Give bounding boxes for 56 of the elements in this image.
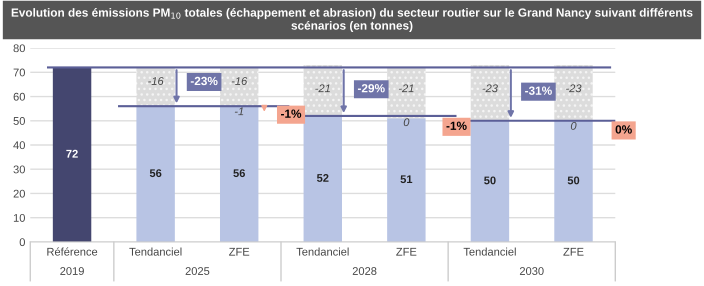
y-tick-label: 30 [13, 166, 25, 174]
bar [220, 106, 258, 242]
annotation: 0 [404, 118, 410, 126]
x-tick-label: Référence [47, 247, 98, 256]
bar [220, 67, 258, 106]
y-tick-label: 70 [14, 68, 25, 76]
annotation: -21 [315, 84, 330, 92]
annotation: -23 [482, 84, 498, 92]
x-tick-label: Tendanciel [129, 248, 182, 256]
annotation: -21 [398, 84, 414, 92]
x-tick-label: ZFE [396, 248, 416, 256]
x-tick-label: Tendanciel [464, 248, 516, 256]
bar [554, 65, 593, 121]
annotation: -1% [446, 122, 467, 130]
text: 2030 [520, 267, 544, 275]
x-tick-label: ZFE [229, 248, 250, 256]
y-tick-label: 80 [14, 44, 25, 52]
bar [387, 118, 426, 242]
y-tick-label: 0 [20, 238, 25, 246]
annotation: 0 [570, 122, 577, 130]
annotation: -16 [148, 77, 164, 85]
y-tick-label: 20 [14, 190, 25, 198]
bar [136, 67, 175, 106]
annotation: -23 [566, 84, 582, 92]
x-tick-label: ZFE [563, 248, 584, 256]
annotation: -23% [190, 76, 218, 86]
x-tick-label: Tendanciel [296, 248, 349, 256]
data-label: 52 [316, 174, 329, 182]
data-label: 56 [233, 169, 245, 178]
data-label: 50 [568, 176, 580, 184]
annotation: -1 [234, 108, 244, 116]
text: 2025 [186, 267, 210, 275]
data-label: 56 [150, 169, 162, 178]
y-tick-label: 10 [14, 214, 25, 222]
bar [304, 65, 342, 116]
bar [470, 120, 510, 242]
annotation: -16 [232, 77, 248, 85]
bar [52, 67, 92, 242]
data-label: 50 [484, 176, 496, 184]
y-tick-label: 50 [14, 117, 25, 125]
text: 2019 [60, 267, 84, 275]
y-tick-label: 60 [14, 92, 25, 101]
text: 0% [616, 125, 632, 134]
y-tick-label: 40 [13, 141, 25, 150]
bar [136, 106, 175, 242]
bar [304, 116, 342, 242]
data-label: 51 [400, 175, 412, 184]
annotation: -1% [280, 110, 302, 118]
annotation: -29% [358, 84, 385, 92]
bar [470, 65, 510, 121]
annotation: -31% [525, 86, 552, 95]
bar [387, 67, 426, 118]
data-label: 72 [66, 150, 78, 158]
chart-title: Evolution des émissions PM$_{10}$ totales (échappement et abrasion) du secteur routier sur le Grand Nancy suivant différents scénarios (en tonnes) [12, 8, 693, 32]
text: 2028 [352, 267, 376, 275]
bar [554, 120, 593, 242]
